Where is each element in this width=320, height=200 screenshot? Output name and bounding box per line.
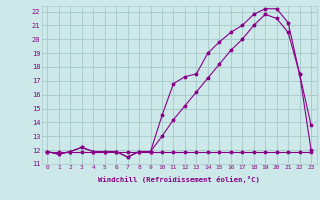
X-axis label: Windchill (Refroidissement éolien,°C): Windchill (Refroidissement éolien,°C) <box>98 176 260 183</box>
